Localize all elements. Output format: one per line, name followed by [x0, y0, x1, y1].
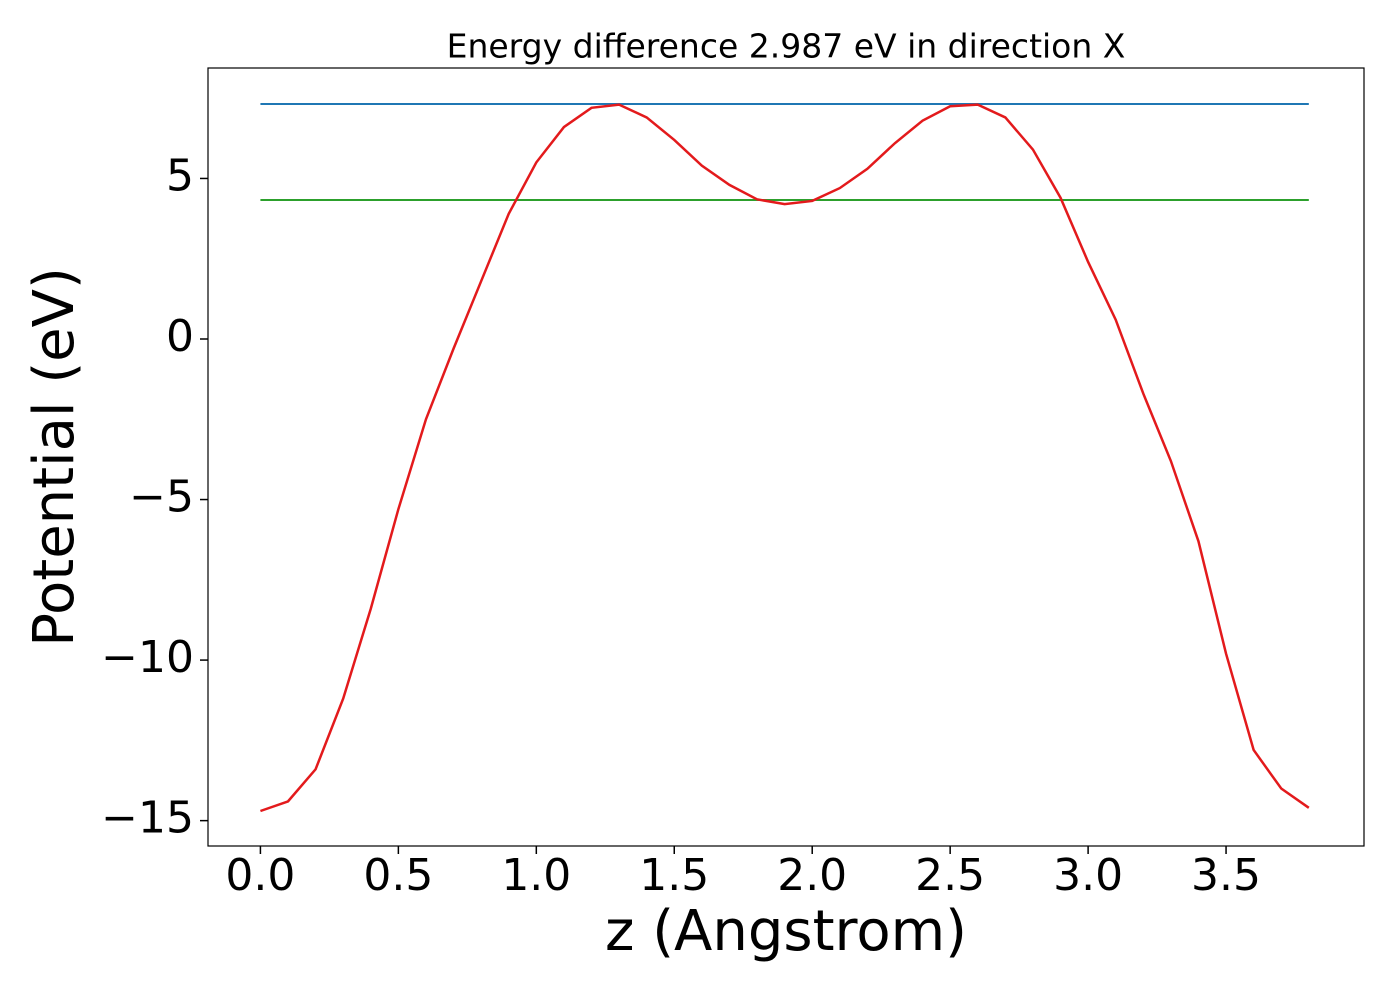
x-tick-label: 2.5 [915, 850, 985, 901]
y-tick-label: 5 [166, 150, 194, 201]
y-tick-label: −15 [101, 793, 194, 844]
data-line [260, 103, 1310, 813]
x-tick-label: 3.5 [1191, 850, 1261, 901]
x-tick-label: 0.0 [225, 850, 295, 901]
y-tick-label: −10 [101, 632, 194, 683]
x-tick-label: 3.0 [1053, 850, 1123, 901]
y-axis-label: Potential (eV) [22, 267, 87, 647]
x-axis-label: z (Angstrom) [605, 899, 967, 964]
x-tick-label: 1.0 [501, 850, 571, 901]
x-tick-label: 2.0 [777, 850, 847, 901]
y-tick-label: −5 [129, 472, 194, 523]
x-tick-label: 1.5 [639, 850, 709, 901]
plot-frame [207, 67, 1365, 847]
x-tick-label: 0.5 [363, 850, 433, 901]
y-tick-label: 0 [166, 311, 194, 362]
chart-title: Energy difference 2.987 eV in direction … [447, 27, 1126, 66]
